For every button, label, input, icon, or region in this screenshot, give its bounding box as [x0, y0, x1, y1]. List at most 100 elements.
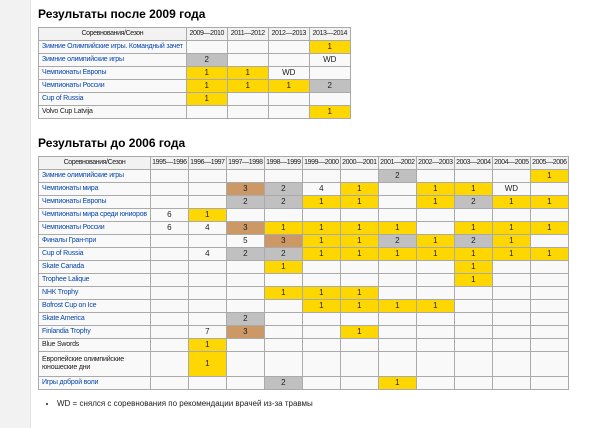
competition-label-cell: Игры доброй воли: [38, 376, 151, 390]
result-cell: 1: [377, 221, 417, 235]
competition-link[interactable]: Чемпионаты России: [42, 224, 105, 232]
result-cell: [377, 182, 417, 196]
result-cell: 1: [529, 221, 569, 235]
competition-label: Blue Swords: [42, 341, 80, 349]
result-cell: 1: [263, 286, 303, 300]
competition-link[interactable]: Финалы Гран-при: [42, 237, 97, 245]
competition-link[interactable]: Зимние олимпийские игры: [42, 172, 124, 180]
result-cell: [529, 299, 569, 313]
result-cell: [529, 260, 569, 274]
competition-link[interactable]: Trophee Lalique: [42, 276, 90, 284]
result-cell: [149, 182, 189, 196]
result-cell: 1: [263, 260, 303, 274]
result-cell: [187, 182, 227, 196]
competition-label-cell: Финалы Гран-при: [38, 234, 151, 248]
result-cell: [263, 273, 303, 287]
result-cell: [226, 40, 269, 54]
table-row: Чемпионаты мира среди юниоров 6 1: [38, 208, 569, 222]
table-row: Чемпионаты мира 3 2 4 1 1 1 WD: [38, 182, 569, 196]
result-cell: [225, 260, 265, 274]
result-cell: [187, 169, 227, 183]
result-cell: [491, 312, 531, 326]
competition-link[interactable]: Skate Canada: [42, 263, 84, 271]
competition-label-cell: Чемпионаты Европы: [38, 66, 187, 80]
competition-link[interactable]: Чемпионаты мира: [42, 185, 99, 193]
result-cell: [491, 299, 531, 313]
result-cell: [339, 312, 379, 326]
result-cell: 2: [453, 234, 493, 248]
result-cell: [415, 169, 455, 183]
result-cell: [453, 312, 493, 326]
result-cell: 1: [491, 195, 531, 209]
competition-link[interactable]: Cup of Russia: [42, 95, 84, 103]
result-cell: [187, 273, 227, 287]
competition-link[interactable]: Cup of Russia: [42, 250, 84, 258]
result-cell: [339, 260, 379, 274]
section-title-results-after-2009: Результаты после 2009 года: [38, 7, 206, 21]
result-cell: [377, 286, 417, 300]
result-cell: [263, 208, 303, 222]
competition-link[interactable]: Чемпионаты Европы: [42, 69, 107, 77]
result-cell: 7: [187, 325, 227, 339]
result-cell: [453, 351, 493, 377]
table-row: Зимние олимпийские игры 2 WD: [38, 53, 351, 67]
competition-label-cell: Чемпионаты России: [38, 221, 151, 235]
result-cell: 1: [453, 260, 493, 274]
competition-label-cell: Зимние олимпийские игры: [38, 53, 187, 67]
result-cell: [415, 221, 455, 235]
result-cell: [491, 376, 531, 390]
table-row: Trophee Lalique 1: [38, 273, 569, 287]
result-cell: [149, 260, 189, 274]
result-cell: 1: [339, 325, 379, 339]
competition-label: Европейские олимпийские юношеские дни: [42, 356, 125, 371]
result-cell: 1: [339, 286, 379, 300]
competition-link[interactable]: Зимние олимпийские игры: [42, 56, 124, 64]
competition-link[interactable]: Игры доброй воли: [42, 379, 99, 387]
competition-link[interactable]: Чемпионаты Европы: [42, 198, 107, 206]
competition-link[interactable]: Skate America: [42, 315, 85, 323]
result-cell: 2: [225, 195, 265, 209]
competition-link[interactable]: Чемпионаты России: [42, 82, 105, 90]
section-title-results-before-2006: Результаты до 2006 года: [38, 136, 186, 150]
result-cell: 3: [263, 234, 303, 248]
result-cell: 4: [187, 247, 227, 261]
header-row: Соревнования/Сезон 2009—2010 2011—2012 2012…: [38, 27, 351, 41]
competition-label-cell: Cup of Russia: [38, 247, 151, 261]
competition-link[interactable]: Bofrost Cup on Ice: [42, 302, 97, 310]
result-cell: [187, 312, 227, 326]
result-cell: [267, 92, 310, 106]
result-cell: [415, 376, 455, 390]
result-cell: [529, 234, 569, 248]
competition-link[interactable]: Чемпионаты мира среди юниоров: [42, 211, 147, 219]
table-row: Skate America 2: [38, 312, 569, 326]
result-cell: [308, 66, 351, 80]
result-cell: [149, 273, 189, 287]
result-cell: [377, 273, 417, 287]
result-cell: 2: [377, 234, 417, 248]
result-cell: [453, 169, 493, 183]
result-cell: [225, 169, 265, 183]
result-cell: 1: [415, 247, 455, 261]
competition-link[interactable]: NHK Trophy: [42, 289, 79, 297]
result-cell: [415, 208, 455, 222]
season-header: 1996—1997: [187, 156, 227, 170]
season-header: 2000—2001: [339, 156, 379, 170]
result-cell: [529, 338, 569, 352]
result-cell: [529, 351, 569, 377]
competition-link[interactable]: Зимние Олимпийские игры. Командный зачет: [42, 43, 183, 51]
result-cell: 2: [453, 195, 493, 209]
result-cell: 3: [225, 325, 265, 339]
result-cell: [339, 376, 379, 390]
result-cell: 1: [301, 299, 341, 313]
competition-link[interactable]: Finlandia Trophy: [42, 328, 91, 336]
result-cell: 1: [453, 221, 493, 235]
result-cell: [415, 286, 455, 300]
article-content: Результаты после 2009 года Соревнования/…: [38, 0, 598, 409]
result-cell: 1: [308, 40, 351, 54]
result-cell: [339, 169, 379, 183]
season-header: 2005—2006: [529, 156, 569, 170]
result-cell: 1: [529, 195, 569, 209]
competition-label-cell: Bofrost Cup on Ice: [38, 299, 151, 313]
season-header: 1995—1996: [149, 156, 189, 170]
result-cell: [187, 376, 227, 390]
